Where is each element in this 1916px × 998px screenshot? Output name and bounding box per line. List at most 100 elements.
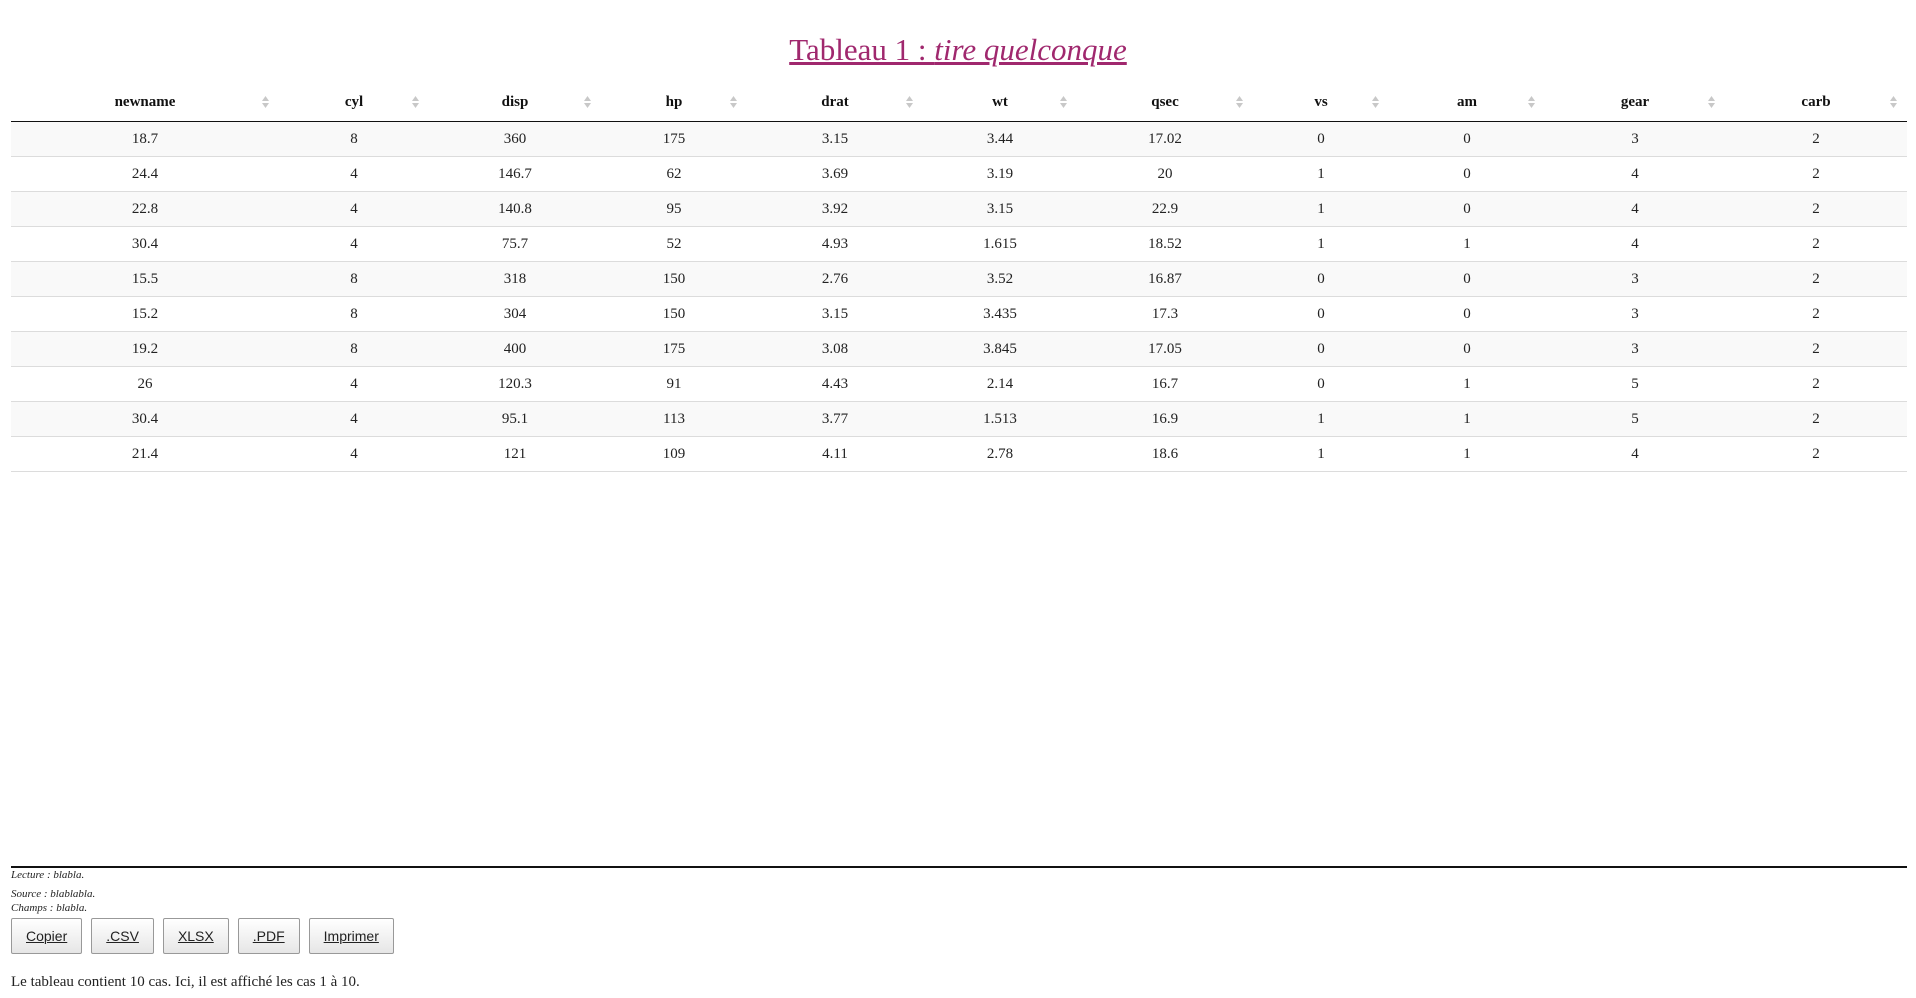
cell-cyl: 4 [279,191,429,227]
cell-carb: 2 [1725,226,1907,262]
cell-disp: 146.7 [429,156,601,192]
cell-carb: 2 [1725,121,1907,157]
print-button[interactable]: Imprimer [308,918,394,954]
csv-button[interactable]: .CSV [91,918,154,954]
column-header-gear[interactable]: gear [1545,84,1725,122]
copy-button[interactable]: Copier [11,918,83,954]
column-header-am[interactable]: am [1389,84,1545,122]
cell-qsec: 16.87 [1077,261,1253,297]
sort-both-icon [584,96,591,108]
column-header-carb[interactable]: carb [1725,84,1907,122]
column-header-drat[interactable]: drat [747,84,923,122]
cell-vs: 1 [1253,226,1389,262]
cell-qsec: 17.02 [1077,121,1253,157]
cell-drat: 4.43 [747,366,923,402]
cell-gear: 4 [1545,226,1725,262]
table-info: Le tableau contient 10 cas. Ici, il est … [11,974,360,990]
cell-vs: 1 [1253,401,1389,437]
cell-newname: 18.7 [11,121,279,157]
table-row: 22.8 4 140.8 95 3.92 3.15 22.9 1 0 4 2 [11,191,1907,227]
cell-qsec: 17.05 [1077,331,1253,367]
cell-gear: 5 [1545,401,1725,437]
cell-cyl: 8 [279,296,429,332]
cell-wt: 3.44 [923,121,1077,157]
sort-both-icon [1060,96,1067,108]
sort-both-icon [262,96,269,108]
column-header-qsec[interactable]: qsec [1077,84,1253,122]
column-header-hp[interactable]: hp [601,84,747,122]
table-row: 21.4 4 121 109 4.11 2.78 18.6 1 1 4 2 [11,436,1907,472]
cell-drat: 3.92 [747,191,923,227]
xlsx-button[interactable]: XLSX [162,918,229,954]
cell-disp: 75.7 [429,226,601,262]
column-header-wt[interactable]: wt [923,84,1077,122]
cell-newname: 19.2 [11,331,279,367]
cell-cyl: 8 [279,331,429,367]
cell-carb: 2 [1725,331,1907,367]
cell-disp: 140.8 [429,191,601,227]
cell-am: 0 [1389,261,1545,297]
cell-wt: 1.615 [923,226,1077,262]
cell-hp: 175 [601,331,747,367]
cell-drat: 3.08 [747,331,923,367]
cell-cyl: 8 [279,261,429,297]
cell-newname: 30.4 [11,401,279,437]
cell-am: 0 [1389,296,1545,332]
cell-am: 1 [1389,436,1545,472]
column-header-vs[interactable]: vs [1253,84,1389,122]
cell-newname: 15.5 [11,261,279,297]
cell-qsec: 16.7 [1077,366,1253,402]
sort-both-icon [906,96,913,108]
cell-wt: 2.78 [923,436,1077,472]
cell-disp: 120.3 [429,366,601,402]
cell-vs: 0 [1253,121,1389,157]
table-title-italic: tire quelconque [934,32,1127,67]
table-row: 30.4 4 75.7 52 4.93 1.615 18.52 1 1 4 2 [11,226,1907,262]
note-source: Source : blablabla. [11,888,96,900]
pdf-button[interactable]: .PDF [237,918,300,954]
data-table: newname cyl disp hp drat wt qsec vs am gear carb 1… [11,84,1907,472]
cell-carb: 2 [1725,401,1907,437]
column-header-label: wt [992,94,1008,110]
cell-carb: 2 [1725,191,1907,227]
column-header-cyl[interactable]: cyl [279,84,429,122]
column-header-newname[interactable]: newname [11,84,279,122]
cell-disp: 360 [429,121,601,157]
cell-am: 1 [1389,366,1545,402]
cell-hp: 91 [601,366,747,402]
cell-drat: 2.76 [747,261,923,297]
column-header-label: disp [501,94,529,110]
cell-gear: 4 [1545,436,1725,472]
cell-hp: 95 [601,191,747,227]
cell-gear: 3 [1545,296,1725,332]
cell-newname: 22.8 [11,191,279,227]
cell-am: 0 [1389,156,1545,192]
cell-drat: 4.11 [747,436,923,472]
cell-qsec: 16.9 [1077,401,1253,437]
cell-disp: 121 [429,436,601,472]
cell-vs: 1 [1253,191,1389,227]
cell-cyl: 8 [279,121,429,157]
cell-newname: 15.2 [11,296,279,332]
cell-disp: 400 [429,331,601,367]
cell-cyl: 4 [279,436,429,472]
sort-both-icon [1372,96,1379,108]
cell-hp: 62 [601,156,747,192]
cell-disp: 318 [429,261,601,297]
column-header-disp[interactable]: disp [429,84,601,122]
cell-newname: 24.4 [11,156,279,192]
table-title: Tableau 1 : tire quelconque [0,30,1916,70]
cell-gear: 3 [1545,121,1725,157]
cell-carb: 2 [1725,156,1907,192]
cell-drat: 3.15 [747,121,923,157]
cell-drat: 3.15 [747,296,923,332]
sort-both-icon [730,96,737,108]
cell-gear: 5 [1545,366,1725,402]
cell-carb: 2 [1725,296,1907,332]
cell-qsec: 18.52 [1077,226,1253,262]
cell-drat: 3.69 [747,156,923,192]
cell-vs: 0 [1253,296,1389,332]
cell-vs: 0 [1253,331,1389,367]
sort-both-icon [1528,96,1535,108]
cell-am: 0 [1389,191,1545,227]
